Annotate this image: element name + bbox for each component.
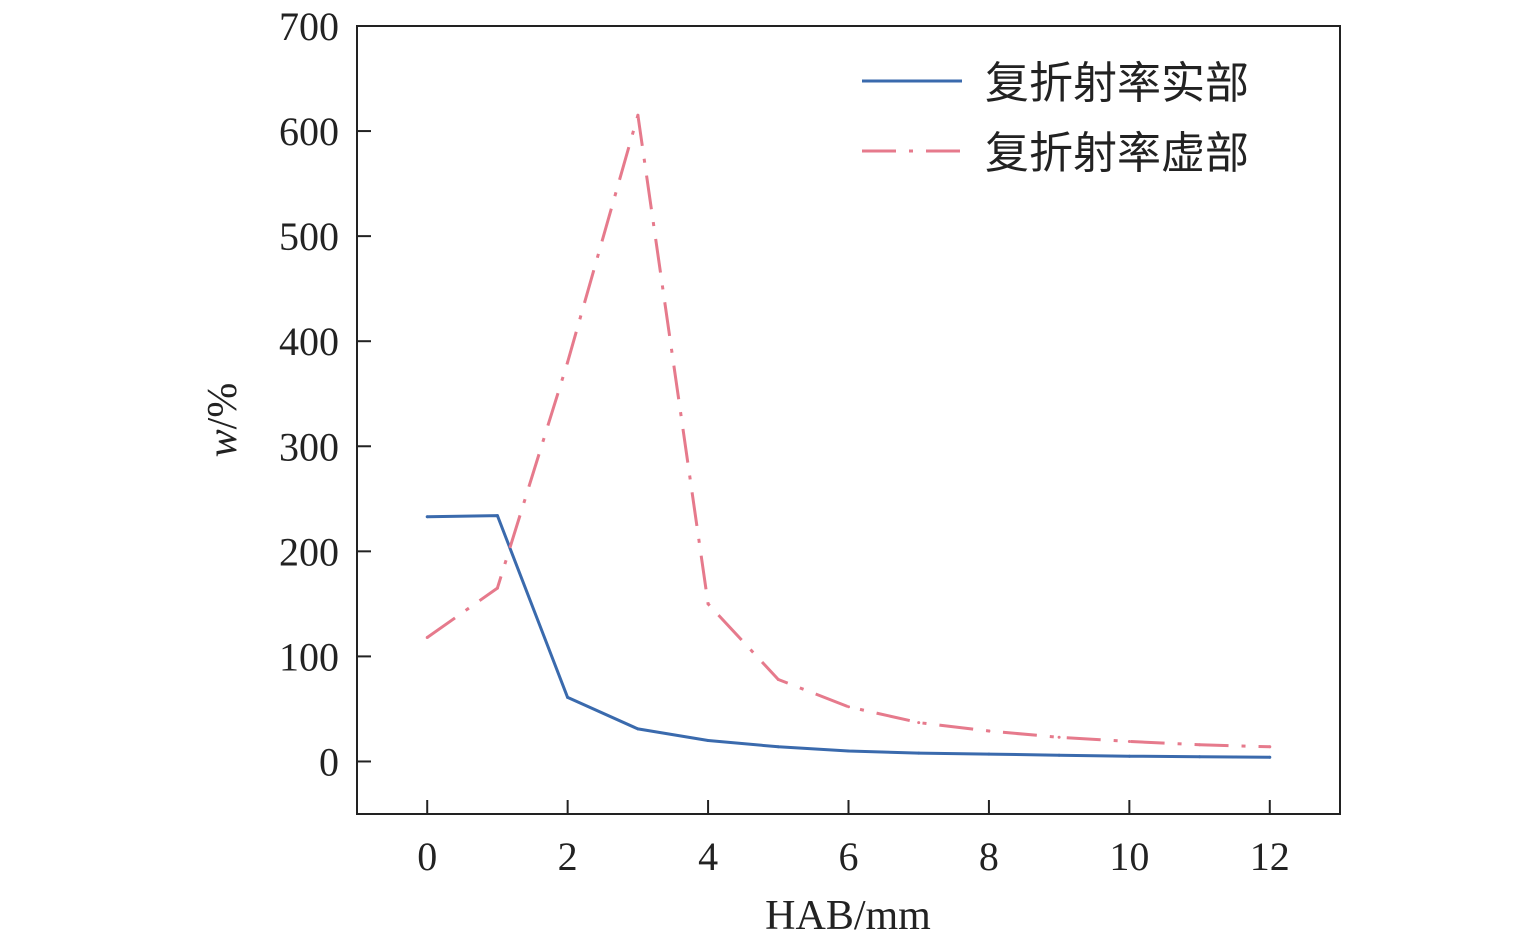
y-axis: 0 100 200 300 400 500 600 700 — [279, 4, 371, 784]
series-0-point-11 — [1198, 755, 1202, 759]
series-1-point-7 — [917, 721, 921, 725]
y-tick-label-4: 400 — [279, 319, 339, 364]
series-1-point-0 — [425, 636, 429, 639]
x-tick-label-6: 12 — [1250, 834, 1290, 879]
legend: 复折射率实部 复折射率虚部 — [862, 59, 1249, 178]
series-layer — [425, 113, 1272, 759]
series-line-0 — [427, 514, 1270, 759]
series-1-point-2 — [566, 360, 570, 364]
series-1-point-1 — [495, 586, 499, 590]
legend-label-real: 复折射率实部 — [985, 59, 1249, 108]
series-0-point-9 — [1057, 753, 1061, 757]
series-0-point-4 — [706, 739, 710, 742]
series-1-point-8 — [987, 729, 991, 733]
series-1-point-4 — [706, 602, 710, 606]
y-tick-label-2: 200 — [279, 529, 339, 574]
series-0-point-0 — [425, 515, 429, 519]
x-tick-label-3: 6 — [839, 834, 859, 879]
series-1-point-6 — [847, 705, 850, 709]
series-1-point-5 — [776, 678, 780, 681]
series-0-point-7 — [917, 751, 921, 755]
series-0-point-2 — [566, 695, 570, 699]
series-0-point-1 — [495, 514, 499, 518]
x-axis-label: HAB/mm — [765, 893, 931, 939]
y-tick-label-5: 500 — [279, 214, 339, 259]
y-axis-label-var: w — [200, 429, 246, 457]
x-tick-label-5: 10 — [1109, 834, 1149, 879]
x-tick-label-2: 4 — [698, 834, 718, 879]
series-0-point-12 — [1268, 755, 1272, 759]
y-axis-label: w/% — [200, 383, 246, 458]
x-axis: 0 2 4 6 8 10 12 — [417, 800, 1290, 879]
y-tick-label-3: 300 — [279, 424, 339, 469]
series-0-point-8 — [987, 752, 991, 756]
series-0-point-10 — [1127, 754, 1131, 758]
y-axis-label-unit: /% — [200, 383, 246, 430]
series-1-point-11 — [1198, 743, 1202, 747]
series-line-1 — [426, 113, 1270, 749]
series-0-point-6 — [847, 749, 850, 753]
y-tick-label-1: 100 — [279, 634, 339, 679]
legend-label-imag: 复折射率虚部 — [985, 129, 1249, 178]
series-1-point-10 — [1127, 740, 1131, 743]
series-1-point-12 — [1268, 745, 1272, 749]
x-tick-label-1: 2 — [558, 834, 578, 879]
series-0-point-3 — [636, 727, 640, 731]
series-1-point-3 — [636, 113, 640, 117]
x-tick-label-4: 8 — [979, 834, 999, 879]
y-tick-label-0: 0 — [319, 739, 339, 784]
series-1-point-9 — [1057, 735, 1061, 739]
y-tick-label-6: 600 — [279, 109, 339, 154]
series-0-point-5 — [776, 745, 780, 749]
y-tick-label-7: 700 — [279, 4, 339, 49]
x-tick-label-0: 0 — [417, 834, 437, 879]
